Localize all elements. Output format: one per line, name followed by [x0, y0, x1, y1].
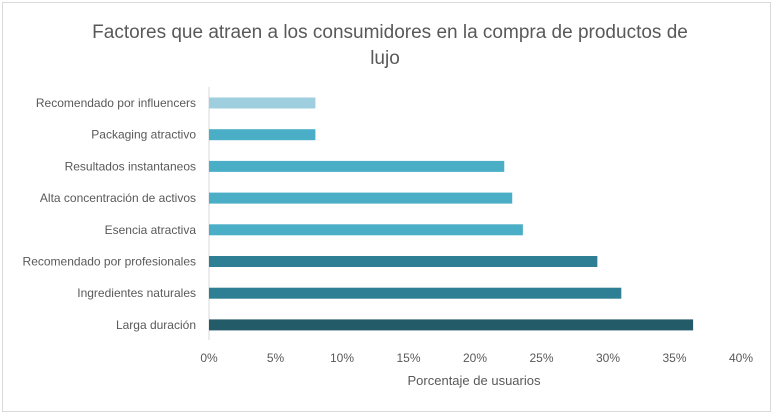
chart-title-line-2: lujo [370, 48, 400, 69]
category-label: Resultados instantaneos [65, 159, 196, 173]
bar-1 [209, 97, 316, 109]
x-tick-label: 35% [662, 351, 686, 365]
bar-6 [209, 256, 598, 267]
category-labels: Recomendado por influencers Packaging atr… [23, 96, 197, 332]
chart-title-line-1: Factores que atraen a los consumidores e… [92, 22, 688, 43]
category-label: Ingredientes naturales [77, 286, 196, 300]
x-tick-label: 30% [596, 351, 620, 365]
category-label: Recomendado por profesionales [23, 255, 196, 269]
x-tick-label: 25% [529, 351, 553, 365]
x-tick-label: 0% [200, 351, 218, 365]
x-tick-label: 5% [267, 351, 285, 365]
x-tick-label: 20% [463, 351, 487, 365]
category-label: Packaging atractivo [91, 128, 196, 142]
x-tick-label: 10% [330, 351, 354, 365]
bar-7 [209, 287, 622, 299]
x-axis-title: Porcentaje de usuarios [408, 373, 541, 388]
category-label: Larga duración [116, 318, 196, 332]
bar-4 [209, 192, 513, 204]
x-tick-labels: 0% 5% 10% 15% 20% 25% 30% 35% 40% [200, 351, 753, 365]
category-label: Esencia atractiva [105, 223, 197, 237]
category-label: Recomendado por influencers [36, 96, 196, 110]
x-tick-label: 40% [729, 351, 753, 365]
bar-8 [209, 319, 694, 331]
category-label: Alta concentración de activos [40, 191, 196, 205]
bars-group [209, 97, 694, 331]
bar-2 [209, 129, 316, 141]
bar-3 [209, 160, 505, 172]
bar-5 [209, 224, 523, 236]
x-tick-label: 15% [396, 351, 420, 365]
